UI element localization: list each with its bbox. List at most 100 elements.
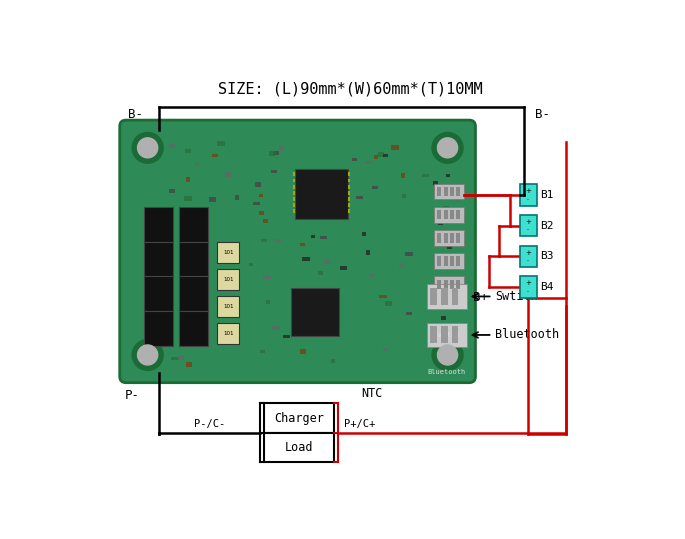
Bar	[179, 277, 208, 311]
Bar	[456, 187, 460, 196]
Bar	[263, 275, 271, 279]
Bar	[208, 197, 216, 202]
Text: P+/C+: P+/C+	[344, 418, 375, 429]
Bar	[169, 189, 175, 193]
Text: 101: 101	[223, 331, 234, 336]
Bar	[405, 252, 413, 256]
Bar	[430, 288, 437, 305]
Bar	[457, 337, 463, 341]
Bar	[179, 207, 208, 242]
Bar	[347, 185, 350, 189]
Bar	[440, 341, 446, 344]
Text: +: +	[525, 280, 531, 286]
Bar	[255, 182, 261, 187]
Circle shape	[432, 340, 463, 370]
Text: B-: B-	[128, 108, 143, 121]
Bar	[438, 210, 441, 219]
Bar	[438, 221, 443, 225]
Bar	[450, 233, 453, 243]
Bar	[433, 326, 439, 329]
Bar	[212, 154, 218, 157]
Text: Charger: Charger	[274, 412, 324, 425]
Bar	[261, 239, 267, 242]
Bar	[347, 197, 350, 201]
Bar	[249, 262, 253, 266]
Bar	[434, 184, 464, 199]
Bar	[264, 404, 334, 433]
Bar	[266, 300, 271, 304]
Circle shape	[438, 138, 458, 158]
Bar	[379, 295, 386, 298]
Bar	[438, 257, 441, 266]
Bar	[441, 288, 447, 305]
Bar	[217, 323, 239, 344]
Bar	[374, 155, 378, 159]
Bar	[438, 233, 441, 243]
Bar	[450, 210, 453, 219]
Bar	[432, 284, 438, 288]
Bar	[179, 311, 208, 345]
Bar	[430, 327, 437, 343]
Bar	[292, 172, 295, 176]
Bar	[264, 433, 334, 462]
Bar	[301, 243, 305, 246]
Bar	[292, 203, 295, 207]
Bar	[302, 257, 310, 261]
Bar	[271, 170, 277, 174]
Text: Load: Load	[284, 441, 313, 454]
Bar	[520, 277, 536, 298]
Text: Bluetooth: Bluetooth	[495, 328, 559, 341]
Bar	[234, 195, 239, 200]
Text: NTC: NTC	[362, 386, 383, 399]
Bar	[406, 312, 412, 315]
Bar	[434, 230, 464, 246]
Bar	[144, 242, 173, 277]
Bar	[456, 280, 460, 289]
Text: B4: B4	[540, 282, 553, 292]
Bar	[331, 360, 336, 363]
Text: Switch: Switch	[434, 332, 460, 338]
Bar	[438, 280, 441, 289]
Bar	[347, 172, 350, 176]
Bar	[520, 184, 536, 205]
Bar	[300, 349, 306, 354]
Bar	[520, 215, 536, 237]
Bar	[456, 233, 460, 243]
Bar	[434, 181, 438, 185]
Bar	[253, 203, 260, 205]
Text: +: +	[525, 219, 531, 225]
Bar	[283, 335, 290, 338]
Bar	[352, 158, 356, 161]
Bar	[340, 266, 347, 270]
Bar	[427, 284, 467, 309]
Bar	[434, 253, 464, 269]
Circle shape	[132, 340, 163, 370]
Bar	[434, 188, 439, 191]
Bar	[456, 257, 460, 266]
Bar	[444, 360, 450, 364]
Bar	[217, 242, 239, 264]
Circle shape	[438, 345, 458, 365]
Text: -: -	[527, 289, 529, 294]
Bar	[383, 154, 388, 157]
Text: Bluetooth: Bluetooth	[427, 369, 466, 375]
Bar	[292, 210, 295, 213]
Bar	[444, 280, 447, 289]
Bar	[310, 234, 315, 238]
Bar	[456, 199, 460, 202]
Bar	[217, 296, 239, 317]
Text: B2: B2	[540, 220, 553, 231]
Bar	[263, 219, 268, 223]
Text: -: -	[527, 228, 529, 233]
Bar	[446, 174, 451, 177]
Bar	[401, 194, 406, 198]
Bar	[292, 185, 295, 189]
Bar	[427, 323, 467, 347]
Bar	[378, 153, 384, 157]
Bar	[178, 355, 184, 360]
Bar	[383, 348, 388, 351]
Bar	[179, 242, 208, 277]
Bar	[450, 280, 453, 289]
Text: -: -	[527, 197, 529, 202]
Bar	[399, 264, 403, 267]
